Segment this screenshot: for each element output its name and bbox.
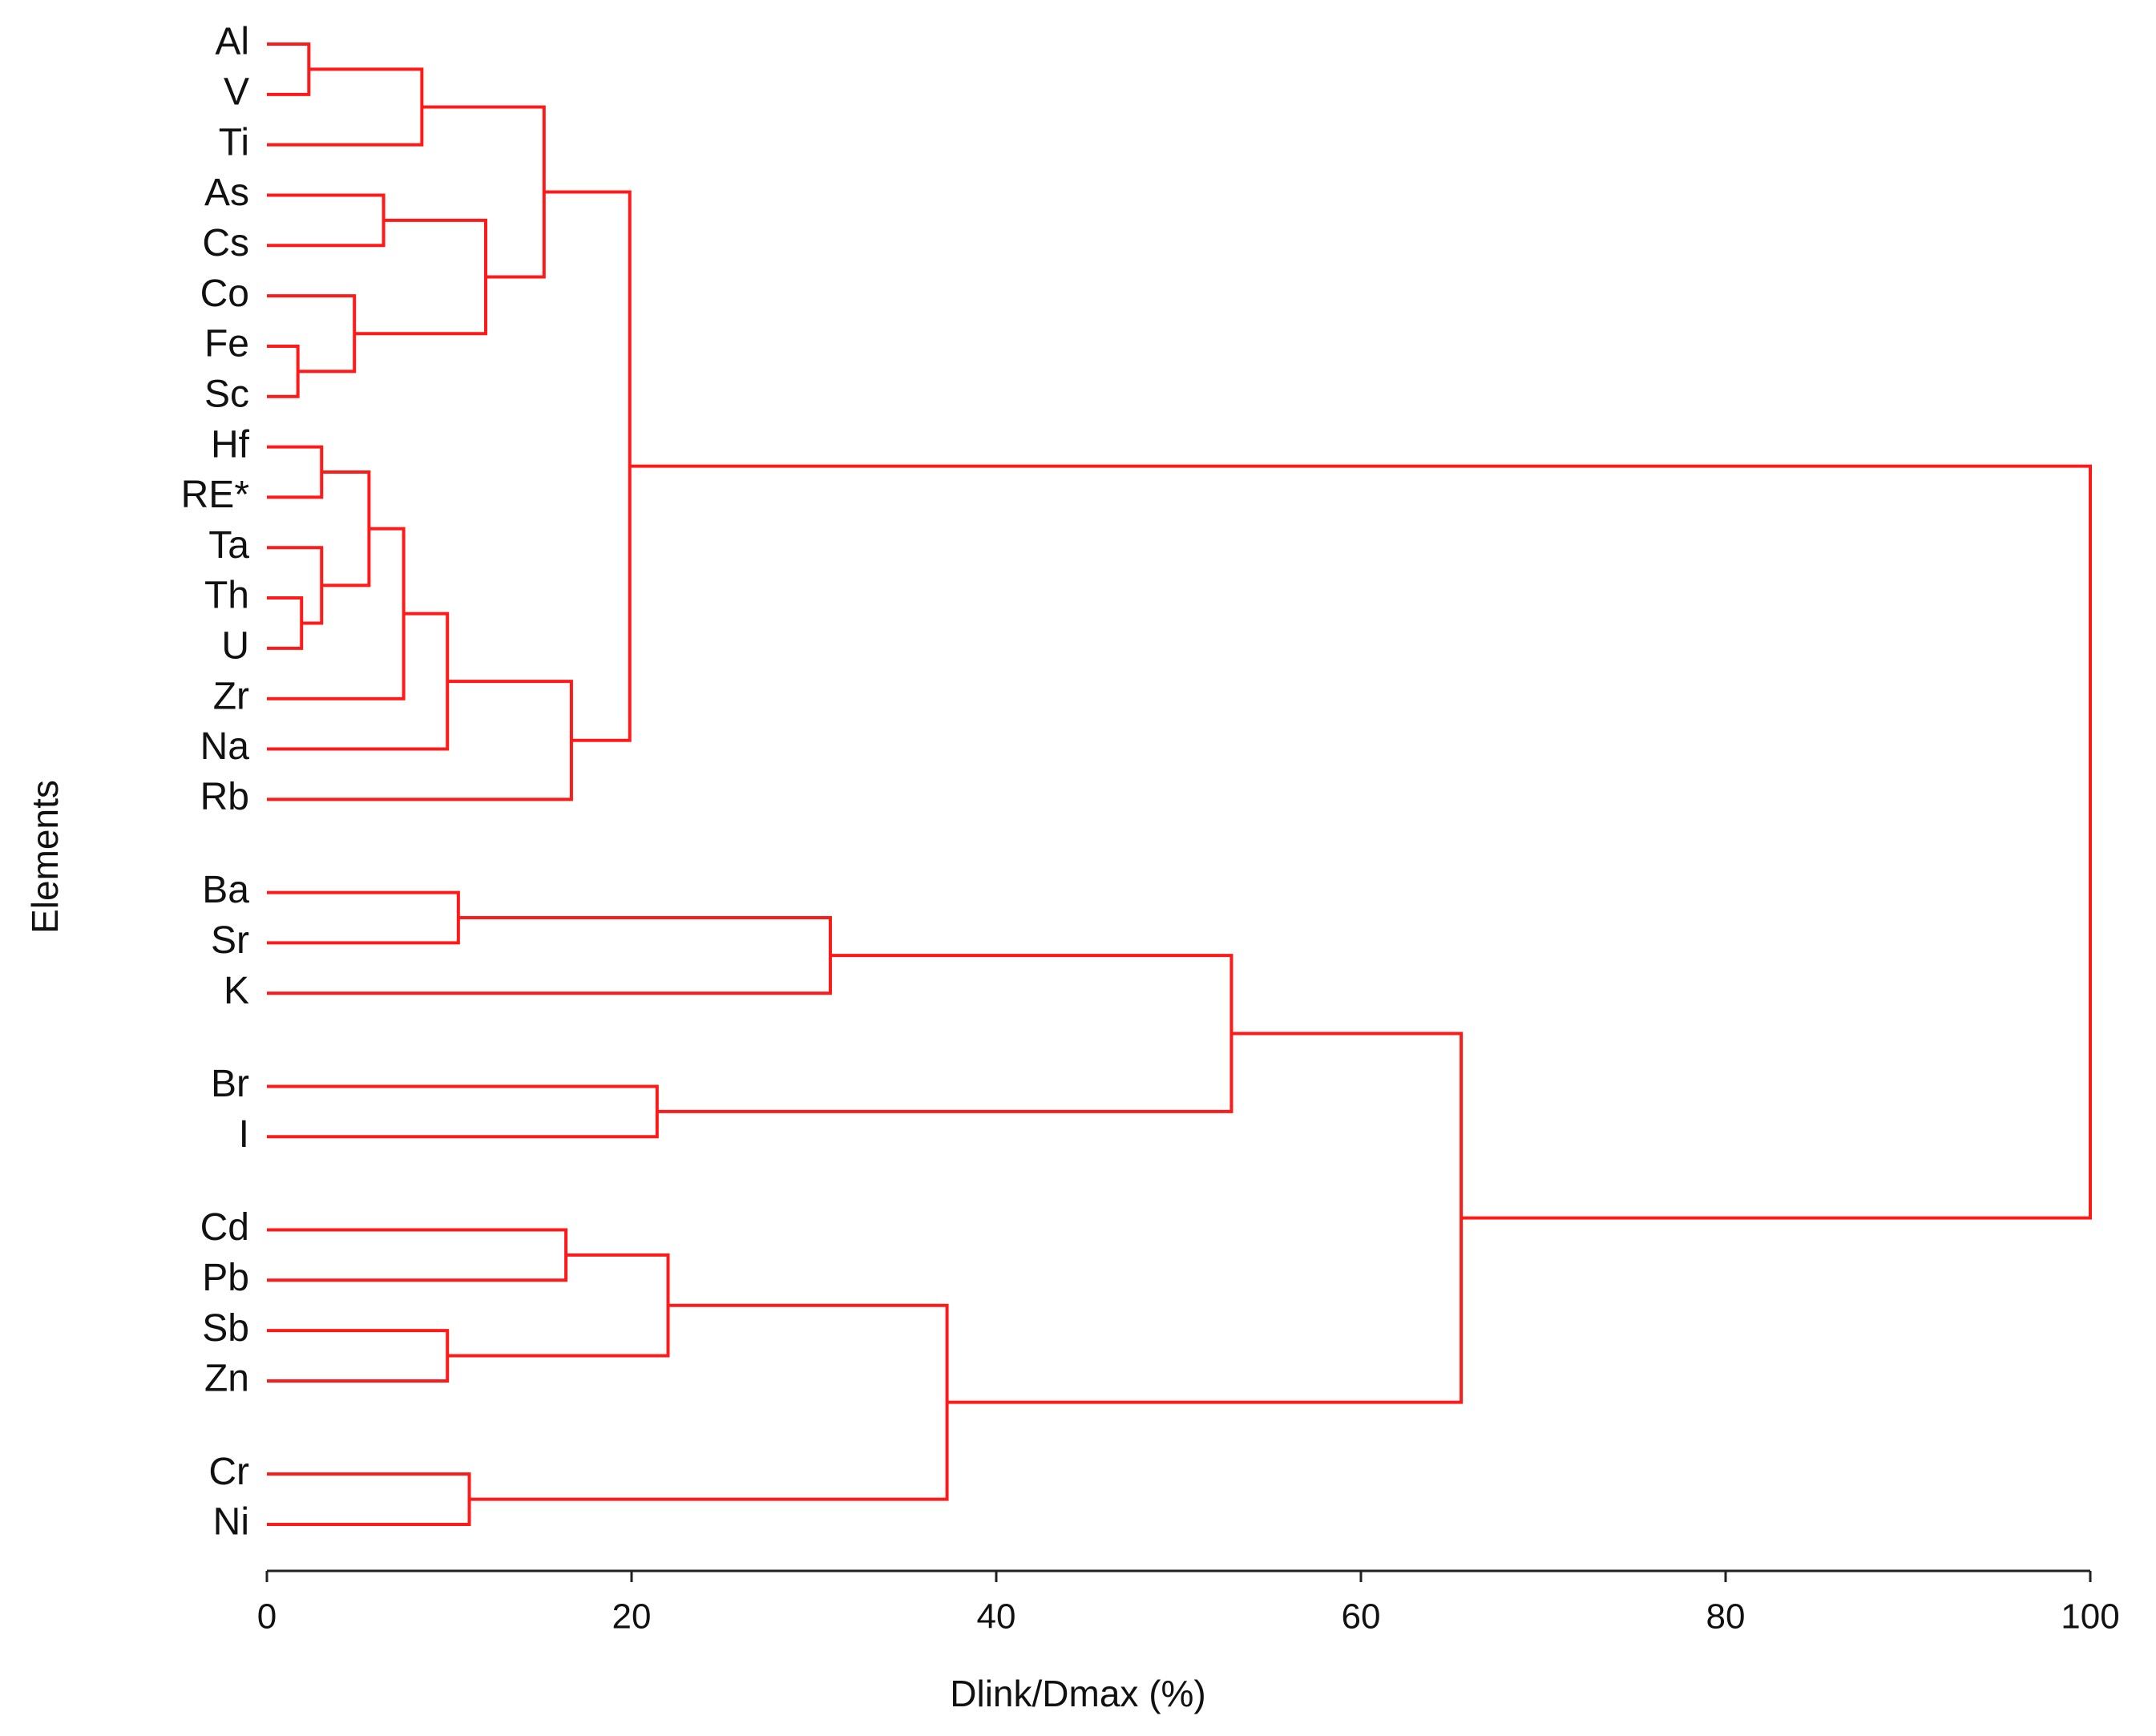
x-tick-label: 60 bbox=[1342, 1597, 1381, 1637]
dendrogram-link bbox=[267, 1084, 659, 1139]
x-tick-label: 100 bbox=[2061, 1597, 2119, 1637]
dendrogram-link bbox=[947, 1032, 1464, 1404]
dendrogram-link bbox=[267, 294, 357, 373]
dendrogram-link bbox=[267, 67, 424, 147]
dendrogram-link bbox=[267, 193, 386, 248]
dendrogram-link bbox=[267, 915, 832, 995]
leaf-label: Ni bbox=[213, 1501, 249, 1544]
leaf-label: Rb bbox=[200, 776, 249, 818]
dendrogram-link bbox=[267, 42, 311, 96]
leaf-label: Sr bbox=[211, 919, 249, 962]
dendrogram-link bbox=[267, 1329, 450, 1383]
dendrogram-link bbox=[267, 546, 324, 625]
leaf-label: K bbox=[224, 970, 249, 1012]
leaf-label: Cs bbox=[202, 222, 249, 264]
x-tick-label: 80 bbox=[1706, 1597, 1746, 1637]
leaf-label: Br bbox=[211, 1063, 249, 1105]
leaf-label: Co bbox=[200, 273, 249, 315]
x-tick-label: 0 bbox=[257, 1597, 277, 1637]
leaf-label: RE* bbox=[181, 474, 249, 516]
dendrogram-link bbox=[267, 445, 324, 499]
leaf-label: V bbox=[224, 71, 249, 113]
leaf-label: As bbox=[204, 172, 249, 214]
dendrogram-link bbox=[321, 470, 371, 587]
leaf-label: Cr bbox=[208, 1451, 249, 1493]
dendrogram-link bbox=[267, 1472, 471, 1526]
leaf-label: Al bbox=[215, 21, 249, 63]
dendrogram-link bbox=[354, 218, 487, 336]
dendrogram-link bbox=[267, 1228, 568, 1282]
leaf-label: Ta bbox=[208, 524, 249, 567]
leaf-label: U bbox=[221, 625, 249, 668]
leaf-label: Fe bbox=[204, 323, 249, 365]
dendrogram-link bbox=[267, 344, 300, 398]
leaf-label: Zn bbox=[204, 1358, 249, 1400]
leaf-label: Ba bbox=[202, 869, 249, 911]
y-axis-title: Elements bbox=[24, 780, 66, 934]
x-tick-label: 20 bbox=[612, 1597, 652, 1637]
leaf-label: Ti bbox=[219, 121, 249, 164]
leaf-label: Hf bbox=[211, 423, 250, 466]
dendrogram-link bbox=[267, 890, 460, 945]
dendrogram-link bbox=[656, 954, 1233, 1113]
leaf-label: Sb bbox=[202, 1307, 249, 1350]
leaf-label: Th bbox=[204, 575, 249, 617]
dendrogram-link bbox=[469, 1303, 949, 1501]
leaf-label: Zr bbox=[213, 675, 249, 717]
leaf-label: Cd bbox=[200, 1206, 249, 1249]
leaf-label: Sc bbox=[204, 373, 249, 415]
dendrogram-link bbox=[267, 612, 450, 751]
dendrogram-link bbox=[422, 105, 546, 279]
leaf-label: Pb bbox=[202, 1257, 249, 1299]
dendrogram-link bbox=[267, 527, 406, 700]
x-tick-label: 40 bbox=[977, 1597, 1016, 1637]
leaf-label: I bbox=[239, 1113, 249, 1156]
dendrogram-link bbox=[447, 1253, 670, 1358]
leaf-label: Na bbox=[200, 725, 250, 768]
dendrogram-link bbox=[267, 596, 304, 650]
x-axis-title: Dlink/Dmax (%) bbox=[950, 1673, 1205, 1714]
dendrogram-link bbox=[629, 464, 2092, 1220]
dendrogram-link bbox=[543, 190, 632, 742]
